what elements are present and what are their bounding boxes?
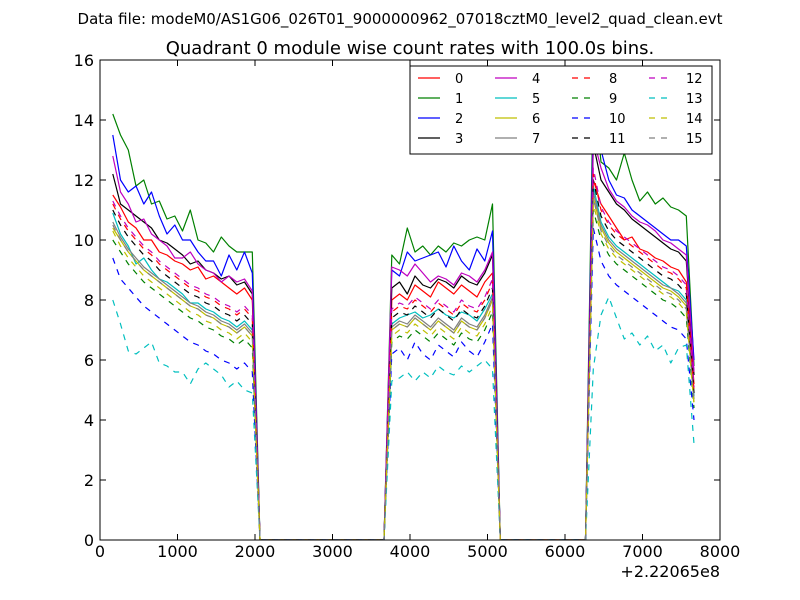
x-tick-label: 2000 — [235, 542, 276, 561]
x-tick-label: 7000 — [622, 542, 663, 561]
legend-label-10: 10 — [609, 112, 626, 127]
series-line-7 — [112, 191, 695, 540]
y-tick-label: 14 — [74, 111, 94, 130]
x-tick-label: 6000 — [545, 542, 586, 561]
legend-label-4: 4 — [532, 72, 540, 87]
y-tick-label: 4 — [84, 411, 94, 430]
legend-label-15: 15 — [686, 132, 703, 147]
x-tick-label: 0 — [95, 542, 105, 561]
legend-frame — [409, 65, 713, 155]
y-tick-label: 2 — [84, 471, 94, 490]
y-tick-label: 16 — [74, 51, 94, 70]
series-line-15 — [112, 197, 695, 540]
legend-label-7: 7 — [532, 132, 540, 147]
series-line-13 — [112, 296, 695, 540]
chart-title: Quadrant 0 module wise count rates with … — [166, 38, 655, 59]
x-tick-label: 8000 — [700, 542, 741, 561]
series-group — [112, 83, 695, 540]
legend-label-1: 1 — [455, 92, 463, 107]
y-tick-label: 10 — [74, 231, 94, 250]
legend-label-9: 9 — [609, 92, 617, 107]
legend-label-8: 8 — [609, 72, 617, 87]
x-tick-label: 3000 — [312, 542, 353, 561]
y-tick-label: 8 — [84, 291, 94, 310]
series-line-12 — [112, 167, 695, 540]
x-tick-label: 4000 — [390, 542, 431, 561]
legend-label-5: 5 — [532, 92, 540, 107]
plot-area: 0 1000 2000 3000 4000 5000 6000 7000 80000246810… — [74, 51, 741, 561]
x-tick-label: 1000 — [157, 542, 198, 561]
legend-label-0: 0 — [455, 72, 463, 87]
suptitle: Data file: modeM0/AS1G06_026T01_90000009… — [78, 10, 723, 29]
series-line-10 — [112, 227, 695, 540]
y-tick-label: 12 — [74, 171, 94, 190]
series-line-11 — [112, 179, 695, 540]
legend-label-14: 14 — [686, 112, 703, 127]
legend-label-12: 12 — [686, 72, 703, 87]
legend-label-6: 6 — [532, 112, 540, 127]
y-tick-label: 0 — [84, 531, 94, 550]
x-offset-label: +2.22065e8 — [620, 562, 720, 581]
legend-label-13: 13 — [686, 92, 703, 107]
legend-label-11: 11 — [609, 132, 626, 147]
series-line-0 — [112, 179, 695, 540]
x-tick-label: 5000 — [467, 542, 508, 561]
y-tick-label: 6 — [84, 351, 94, 370]
series-line-5 — [112, 185, 695, 540]
series-line-14 — [112, 203, 695, 540]
legend-label-3: 3 — [455, 132, 463, 147]
legend-label-2: 2 — [455, 112, 463, 127]
series-line-9 — [112, 209, 695, 540]
